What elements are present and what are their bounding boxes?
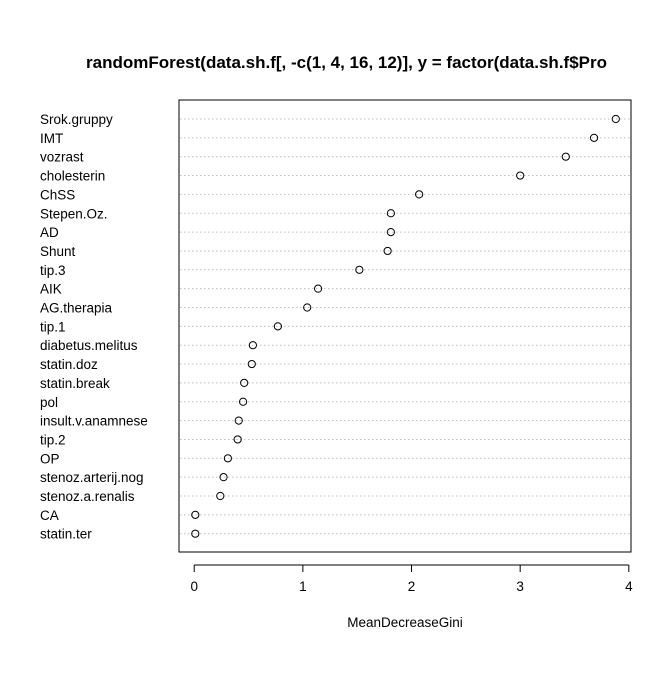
data-point — [561, 152, 570, 161]
data-point — [191, 529, 200, 538]
category-label: tip.3 — [40, 263, 66, 278]
chart-title: randomForest(data.sh.f[, -c(1, 4, 16, 12… — [86, 53, 607, 72]
plot-box — [178, 99, 632, 553]
category-label: vozrast — [40, 150, 84, 165]
data-point — [248, 341, 257, 350]
data-point — [383, 246, 392, 256]
category-label: statin.doz — [40, 357, 98, 372]
category-label: diabetus.melitus — [40, 338, 138, 353]
category-label: OP — [40, 451, 60, 466]
data-point — [611, 114, 620, 124]
category-label: cholesterin — [40, 169, 105, 184]
data-point — [415, 190, 424, 199]
category-label: AIK — [40, 282, 62, 297]
data-point — [303, 303, 312, 312]
category-label: ChSS — [40, 187, 75, 202]
category-label: AD — [40, 225, 59, 240]
data-points — [191, 114, 620, 538]
data-point — [589, 133, 599, 142]
data-point — [355, 265, 364, 274]
category-label: tip.1 — [40, 319, 66, 334]
x-axis-label: MeanDecreaseGini — [347, 615, 463, 630]
category-label: statin.break — [40, 376, 110, 391]
data-point — [247, 359, 256, 369]
category-label: statin.ter — [40, 527, 92, 542]
data-point — [223, 454, 232, 463]
data-point — [219, 473, 228, 482]
x-tick-label: 2 — [408, 579, 416, 594]
data-point — [273, 322, 282, 331]
category-label: IMT — [40, 131, 63, 146]
data-point — [386, 209, 395, 218]
data-point — [516, 171, 525, 180]
data-point — [386, 228, 395, 237]
category-label: tip.2 — [40, 432, 66, 447]
category-labels: Srok.gruppy IMT vozrast cholesterin ChSS Step… — [40, 112, 148, 542]
data-point — [216, 491, 225, 501]
data-point — [313, 284, 323, 293]
x-tick-label: 0 — [190, 579, 198, 594]
data-point — [239, 397, 248, 406]
category-label: Srok.gruppy — [40, 112, 113, 127]
category-label: Shunt — [40, 244, 76, 259]
x-tick-label: 4 — [625, 579, 633, 594]
data-point — [191, 510, 200, 519]
data-point — [234, 416, 243, 425]
data-point — [233, 435, 242, 444]
category-label: CA — [40, 508, 59, 523]
category-label: stenoz.arterij.nog — [40, 470, 144, 485]
data-point — [240, 378, 249, 387]
grid-lines — [180, 118, 630, 535]
category-label: insult.v.anamnese — [40, 414, 148, 429]
x-tick-label: 1 — [299, 579, 307, 594]
category-label: Stepen.Oz. — [40, 206, 108, 221]
x-tick-label: 3 — [516, 579, 524, 594]
category-label: AG.therapia — [40, 301, 113, 316]
x-axis: 0 1 2 3 4 — [190, 564, 633, 594]
category-label: stenoz.a.renalis — [40, 489, 135, 504]
category-label: pol — [40, 395, 58, 410]
